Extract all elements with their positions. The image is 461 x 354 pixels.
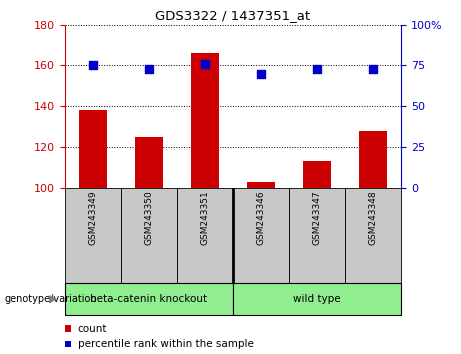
Text: GSM243348: GSM243348 <box>368 190 378 245</box>
Text: GSM243350: GSM243350 <box>144 190 153 245</box>
Bar <box>191 53 219 188</box>
Point <box>89 63 96 68</box>
Bar <box>247 182 275 188</box>
Bar <box>78 110 106 188</box>
Bar <box>233 283 401 315</box>
Point <box>313 66 321 72</box>
Bar <box>65 283 233 315</box>
Bar <box>177 188 233 283</box>
Bar <box>303 161 331 188</box>
Bar <box>65 188 121 283</box>
Bar <box>359 131 387 188</box>
Text: GSM243346: GSM243346 <box>256 190 266 245</box>
Text: GSM243349: GSM243349 <box>88 190 97 245</box>
Text: ▶: ▶ <box>49 294 57 304</box>
Point <box>257 71 265 76</box>
Text: count: count <box>78 324 107 333</box>
Title: GDS3322 / 1437351_at: GDS3322 / 1437351_at <box>155 9 310 22</box>
Text: GSM243347: GSM243347 <box>313 190 321 245</box>
Bar <box>121 188 177 283</box>
Point <box>369 66 377 72</box>
Text: GSM243351: GSM243351 <box>200 190 209 245</box>
Text: beta-catenin knockout: beta-catenin knockout <box>90 294 207 304</box>
Point <box>145 66 152 72</box>
Text: genotype/variation: genotype/variation <box>5 294 97 304</box>
Bar <box>233 188 289 283</box>
Text: wild type: wild type <box>293 294 341 304</box>
Text: percentile rank within the sample: percentile rank within the sample <box>78 339 254 349</box>
Bar <box>135 137 163 188</box>
Bar <box>345 188 401 283</box>
Point <box>201 61 208 67</box>
Bar <box>289 188 345 283</box>
